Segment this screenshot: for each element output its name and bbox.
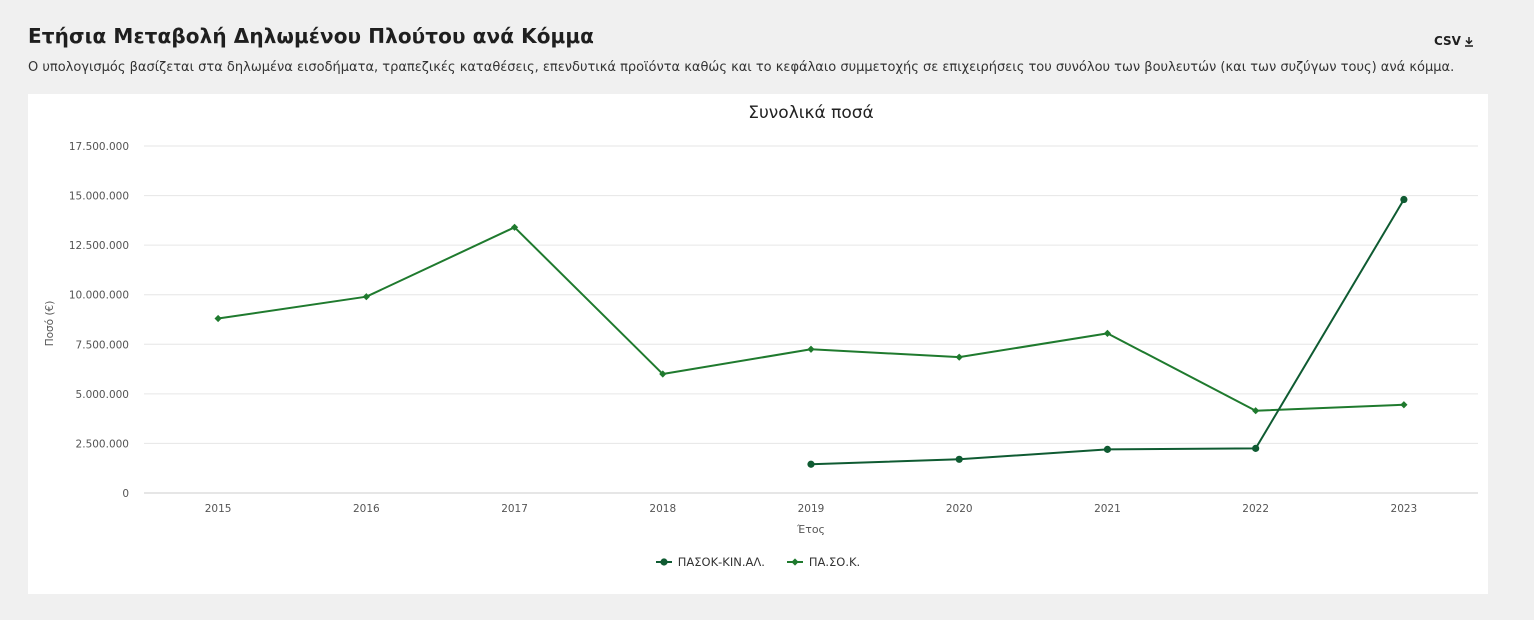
y-tick-label: 5.000.000 — [76, 389, 129, 401]
x-tick-label: 2016 — [353, 503, 380, 515]
data-point — [807, 460, 815, 468]
y-tick-label: 17.500.000 — [69, 141, 129, 153]
data-point — [1103, 329, 1112, 337]
circle-marker-icon — [655, 558, 672, 566]
x-tick-label: 2018 — [649, 503, 676, 515]
legend-item[interactable]: ΠΑΣΟΚ-ΚΙΝ.ΑΛ. — [655, 555, 765, 569]
legend-label: ΠΑ.ΣΟ.Κ. — [808, 555, 861, 569]
data-point — [214, 314, 222, 323]
chart-title: Συνολικά ποσά — [748, 103, 874, 123]
page-subtitle: Ο υπολογισμός βασίζεται στα δηλωμένα εισ… — [28, 60, 1455, 75]
x-tick-label: 2020 — [946, 503, 973, 515]
chart-legend: ΠΑΣΟΚ-ΚΙΝ.ΑΛ. ΠΑ.ΣΟ.Κ. — [28, 555, 1488, 569]
page-title: Ετήσια Μεταβολή Δηλωμένου Πλούτου ανά Κό… — [28, 24, 595, 48]
series-line — [217, 226, 1404, 412]
series-1 — [807, 195, 1408, 468]
data-point — [1400, 401, 1408, 409]
x-tick-label: 2019 — [798, 503, 825, 515]
diamond-marker-icon — [786, 558, 803, 566]
x-tick-label: 2022 — [1242, 503, 1269, 515]
data-point — [1252, 407, 1260, 415]
csv-download-button[interactable]: CSV — [1434, 34, 1474, 48]
data-point — [510, 223, 519, 231]
y-tick-label: 0 — [122, 488, 129, 500]
y-tick-label: 15.000.000 — [69, 191, 129, 203]
data-point — [1252, 444, 1260, 452]
download-icon — [1464, 36, 1474, 47]
data-point — [955, 455, 963, 463]
line-chart: Συνολικά ποσά 0 2.500.000 5.000.000 7.500.00… — [44, 103, 1478, 536]
y-tick-label: 12.500.000 — [69, 240, 129, 252]
csv-label: CSV — [1434, 34, 1461, 48]
data-point — [955, 353, 963, 361]
x-tick-label: 2021 — [1094, 503, 1121, 515]
legend-marker — [791, 558, 799, 566]
chart-panel: Συνολικά ποσά 0 2.500.000 5.000.000 7.500.00… — [28, 94, 1488, 594]
y-axis-label: Ποσό (€) — [44, 301, 56, 347]
legend-item[interactable]: ΠΑ.ΣΟ.Κ. — [786, 555, 861, 569]
legend-marker — [660, 558, 668, 566]
series-2 — [214, 223, 1408, 415]
data-point — [1103, 445, 1112, 453]
data-point — [807, 345, 815, 353]
x-tick-label: 2017 — [501, 503, 528, 515]
x-tick-label: 2023 — [1391, 503, 1418, 515]
y-tick-label: 2.500.000 — [76, 438, 129, 450]
data-point — [659, 370, 667, 378]
x-axis-label: Έτος — [796, 523, 825, 536]
x-tick-label: 2015 — [205, 503, 232, 515]
y-tick-label: 7.500.000 — [76, 339, 129, 351]
y-tick-label: 10.000.000 — [69, 290, 129, 302]
data-point — [362, 293, 370, 301]
data-point — [1400, 195, 1408, 204]
legend-label: ΠΑΣΟΚ-ΚΙΝ.ΑΛ. — [677, 555, 765, 569]
